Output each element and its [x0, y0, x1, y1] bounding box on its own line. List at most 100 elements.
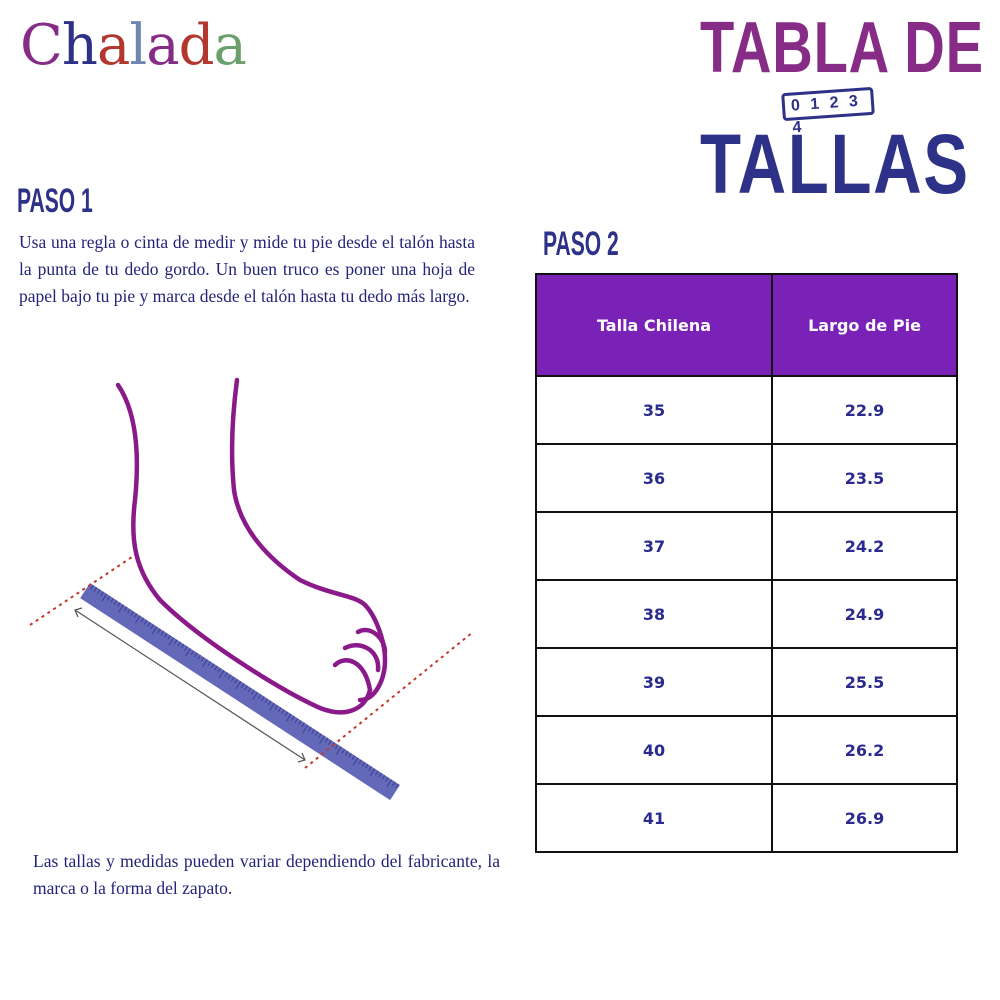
ruler-tick [391, 781, 396, 787]
ruler-tick [285, 713, 292, 722]
foot-length-cell: 26.2 [771, 715, 958, 785]
ruler-tick [348, 753, 352, 758]
logo-letter: a [146, 13, 179, 78]
ruler-tick [308, 726, 312, 732]
ruler-tick [173, 639, 178, 645]
table-row: 36 23.5 [535, 443, 958, 513]
foot-length-cell: 24.2 [771, 511, 958, 581]
ruler-tick [117, 602, 121, 608]
ruler-tick [257, 694, 262, 699]
ruler-tick [281, 709, 285, 715]
ruler-tick [268, 702, 275, 711]
ruler-tick [302, 724, 309, 733]
ruler-tick [274, 705, 279, 710]
ruler-tick [177, 641, 181, 647]
ruler-tick [294, 718, 299, 723]
ruler-tick [385, 777, 389, 782]
ruler-tick [197, 654, 201, 660]
ruler-tick [234, 678, 238, 684]
ruler-tick [247, 687, 252, 693]
ruler-tick [358, 759, 362, 765]
logo-letter: d [178, 13, 215, 78]
table-header-row: Talla Chilena Largo de Pie [535, 273, 958, 377]
ruler-tick [106, 595, 111, 601]
foot-measuring-ruler-icon [29, 377, 474, 801]
ruler-tick [334, 744, 339, 750]
ruler-tick [267, 700, 272, 706]
logo-letter: l [129, 13, 147, 78]
ruler-tick [147, 622, 151, 627]
ruler-tick [395, 783, 399, 789]
ruler-tick [118, 604, 124, 613]
ruler-tick [93, 587, 98, 592]
ruler-tick [194, 652, 198, 658]
ruler-tick [184, 646, 188, 651]
ruler-tick [284, 711, 289, 717]
size-cell: 37 [535, 511, 773, 581]
logo-letter: a [96, 13, 130, 78]
guide-line-right [304, 631, 474, 769]
ruler-tick [140, 617, 145, 623]
table-row: 41 26.9 [535, 783, 958, 853]
table-row: 35 22.9 [535, 375, 958, 445]
ruler-tick [324, 737, 329, 743]
ruler-tick [123, 606, 128, 612]
ruler-tick [150, 624, 155, 629]
ruler-tick [235, 681, 242, 690]
ruler-tick [167, 635, 171, 640]
ruler-tick [218, 670, 225, 679]
ruler-tick [277, 707, 282, 712]
ruler-tick [163, 632, 168, 638]
size-cell: 38 [535, 579, 773, 649]
ruler-tick [381, 774, 386, 780]
ruler-tick [90, 584, 94, 590]
ruler-tick [240, 683, 245, 688]
ruler-tick [133, 613, 138, 619]
ruler-tick [314, 731, 319, 737]
ruler-tick [230, 676, 235, 682]
header-foot-length: Largo de Pie [771, 273, 958, 377]
guide-line-left [29, 554, 136, 626]
step1-text: Usa una regla o cinta de medir y mide tu… [19, 232, 475, 306]
ruler-tick [200, 656, 205, 662]
ruler-tick [291, 715, 295, 721]
ruler-tick [160, 630, 165, 636]
ruler-tick [319, 735, 325, 744]
foot-outline [115, 377, 388, 715]
ruler-tick [252, 691, 258, 701]
foot-length-cell: 26.9 [771, 783, 958, 853]
ruler-tick [96, 589, 101, 595]
ruler-tick [368, 766, 372, 771]
ruler-tick [157, 628, 161, 634]
ruler-tick [344, 750, 349, 756]
size-cell: 41 [535, 783, 773, 853]
ruler-tick [297, 720, 302, 726]
ruler-tick [224, 672, 228, 678]
ruler-tick [335, 746, 342, 755]
ruler-tick [386, 779, 392, 788]
ruler-tick [351, 755, 356, 761]
ruler-tick [130, 611, 134, 616]
size-table: Talla Chilena Largo de Pie 35 22.9 36 23.5 3… [535, 273, 958, 853]
step1-heading: PASO 1 [17, 182, 93, 220]
ruler-tick [143, 619, 148, 625]
ruler-tick [101, 593, 108, 602]
ruler-tick [301, 722, 305, 728]
size-cell: 39 [535, 647, 773, 717]
ruler-tick [134, 615, 141, 624]
ruler-tick [207, 661, 212, 667]
logo-letter: C [20, 13, 63, 78]
foot-length-cell: 22.9 [771, 375, 958, 445]
ruler-tick [375, 770, 379, 776]
ruler-tick [185, 648, 191, 657]
foot-length-cell: 23.5 [771, 443, 958, 513]
size-cell: 35 [535, 375, 773, 445]
ruler-icon [80, 583, 400, 801]
disclaimer-note: Las tallas y medidas pueden variar depen… [33, 851, 500, 898]
table-row: 39 25.5 [535, 647, 958, 717]
header-chilean-size: Talla Chilena [535, 273, 773, 377]
table-row: 37 24.2 [535, 511, 958, 581]
step2-heading: PASO 2 [543, 225, 619, 263]
ruler-tick [113, 600, 118, 605]
